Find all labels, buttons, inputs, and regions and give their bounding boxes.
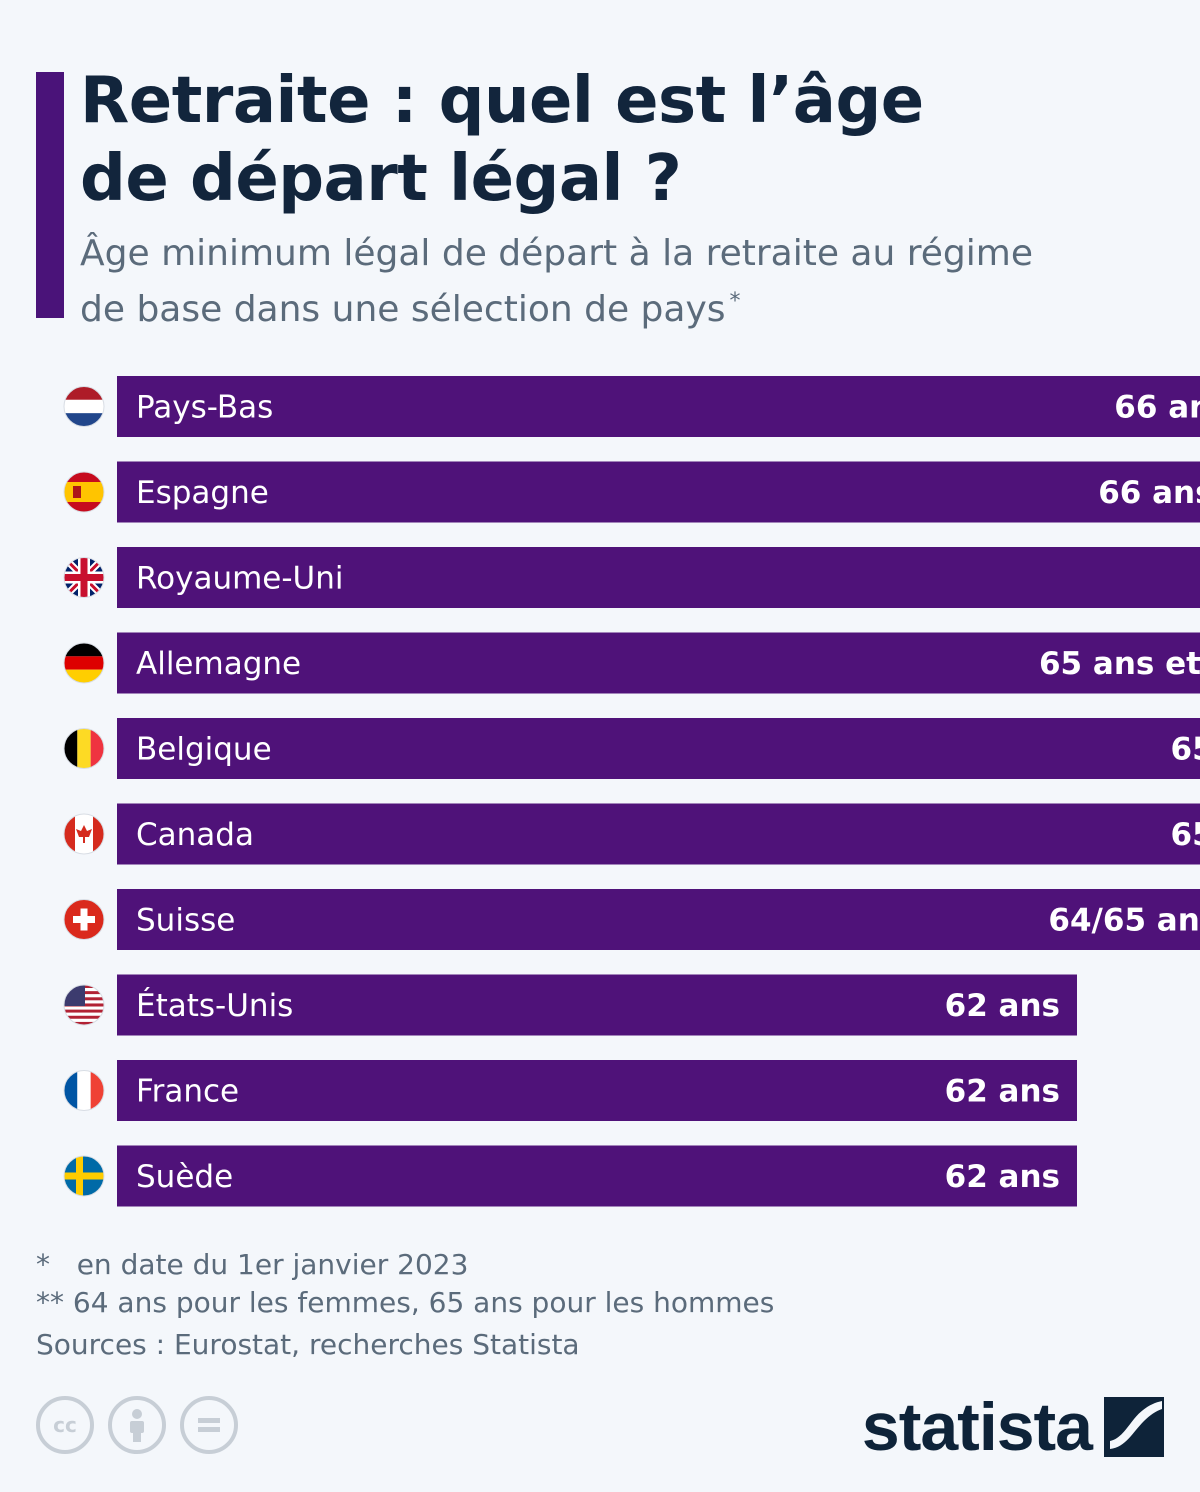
bar-belgique xyxy=(117,718,1200,779)
flag-border xyxy=(63,728,105,769)
netherlands-flag-icon xyxy=(64,386,104,427)
spain-flag-icon xyxy=(64,472,104,512)
footnotes: * en date du 1er janvier 2023 ** 64 ans … xyxy=(36,1246,774,1364)
footnote-2: ** 64 ans pour les femmes, 65 ans pour l… xyxy=(36,1286,775,1319)
flag-border xyxy=(63,1070,105,1111)
bar-pays-bas xyxy=(117,376,1200,437)
subtitle-line-2: de base dans une sélection de pays xyxy=(80,289,726,330)
country-label-royaume-uni: Royaume-Uni xyxy=(136,561,344,597)
bar-france xyxy=(117,1060,1077,1121)
country-label-pays-bas: Pays-Bas xyxy=(136,390,273,426)
subtitle-line-1: Âge minimum légal de départ à la retrait… xyxy=(80,233,1033,274)
united-kingdom-flag-icon xyxy=(64,557,104,598)
title-line-1: Retraite : quel est l’âge xyxy=(80,64,924,138)
bar-etats-unis xyxy=(117,974,1077,1036)
chart-title: Retraite : quel est l’âge de départ léga… xyxy=(80,62,924,218)
value-label-allemagne: 65 ans et 10 mois xyxy=(1039,646,1200,682)
canada-flag-icon xyxy=(64,814,104,854)
country-label-espagne: Espagne xyxy=(136,475,269,511)
flag-border xyxy=(63,899,105,940)
france-flag-icon xyxy=(64,1070,104,1111)
chart-subtitle: Âge minimum légal de départ à la retrait… xyxy=(80,230,1080,334)
bar-canada xyxy=(117,803,1200,865)
flag-border xyxy=(63,984,105,1026)
country-label-france: France xyxy=(136,1074,239,1110)
title-line-2: de départ légal ? xyxy=(80,142,682,216)
flag-border xyxy=(63,386,105,427)
country-label-belgique: Belgique xyxy=(136,732,272,768)
bar-suisse xyxy=(117,889,1200,950)
sweden-flag-icon xyxy=(64,1156,104,1196)
license-icons: cc xyxy=(36,1396,238,1454)
flag-border xyxy=(63,813,105,855)
value-label-suisse: 64/65 ans xyxy=(1048,903,1200,939)
bar-espagne xyxy=(117,461,1200,523)
sources-note: Sources : Eurostat, recherches Statista xyxy=(36,1328,580,1361)
value-label-canada: 65 ans xyxy=(1171,817,1200,853)
bar-royaume-uni xyxy=(117,547,1200,608)
title-accent-bar xyxy=(36,72,64,318)
united-states-flag-icon xyxy=(64,985,104,1025)
statista-logo-mark-icon xyxy=(1104,1397,1164,1457)
value-label-belgique: 65 ans xyxy=(1171,732,1200,768)
bar-allemagne xyxy=(117,632,1200,694)
attribution-icon[interactable] xyxy=(108,1396,166,1454)
flag-border xyxy=(63,471,105,513)
country-label-allemagne: Allemagne xyxy=(136,646,301,682)
germany-flag-icon xyxy=(64,643,104,683)
value-label-pays-bas: 66 ans et 10 mois xyxy=(1114,390,1200,426)
country-label-etats-unis: États-Unis xyxy=(136,988,293,1024)
no-derivatives-icon[interactable] xyxy=(180,1396,238,1454)
country-label-canada: Canada xyxy=(136,817,254,853)
footnote-1: * en date du 1er janvier 2023 xyxy=(36,1248,469,1281)
value-label-suede: 62 ans xyxy=(945,1159,1060,1195)
statista-logo-text: statista xyxy=(861,1389,1093,1465)
country-label-suisse: Suisse xyxy=(136,903,235,939)
flag-border xyxy=(63,1155,105,1197)
country-label-suede: Suède xyxy=(136,1159,233,1195)
belgium-flag-icon xyxy=(64,728,104,769)
flag-border xyxy=(63,557,105,598)
value-label-france: 62 ans xyxy=(945,1074,1060,1110)
value-label-etats-unis: 62 ans xyxy=(945,988,1060,1024)
value-label-espagne: 66 ans et 4 mois xyxy=(1098,475,1200,511)
switzerland-flag-icon xyxy=(64,899,104,940)
subtitle-footnote-mark: * xyxy=(729,289,741,314)
bar-suede xyxy=(117,1145,1077,1207)
statista-logo[interactable]: statista xyxy=(862,1388,1164,1466)
cc-icon[interactable]: cc xyxy=(36,1396,94,1454)
flag-border xyxy=(63,642,105,684)
